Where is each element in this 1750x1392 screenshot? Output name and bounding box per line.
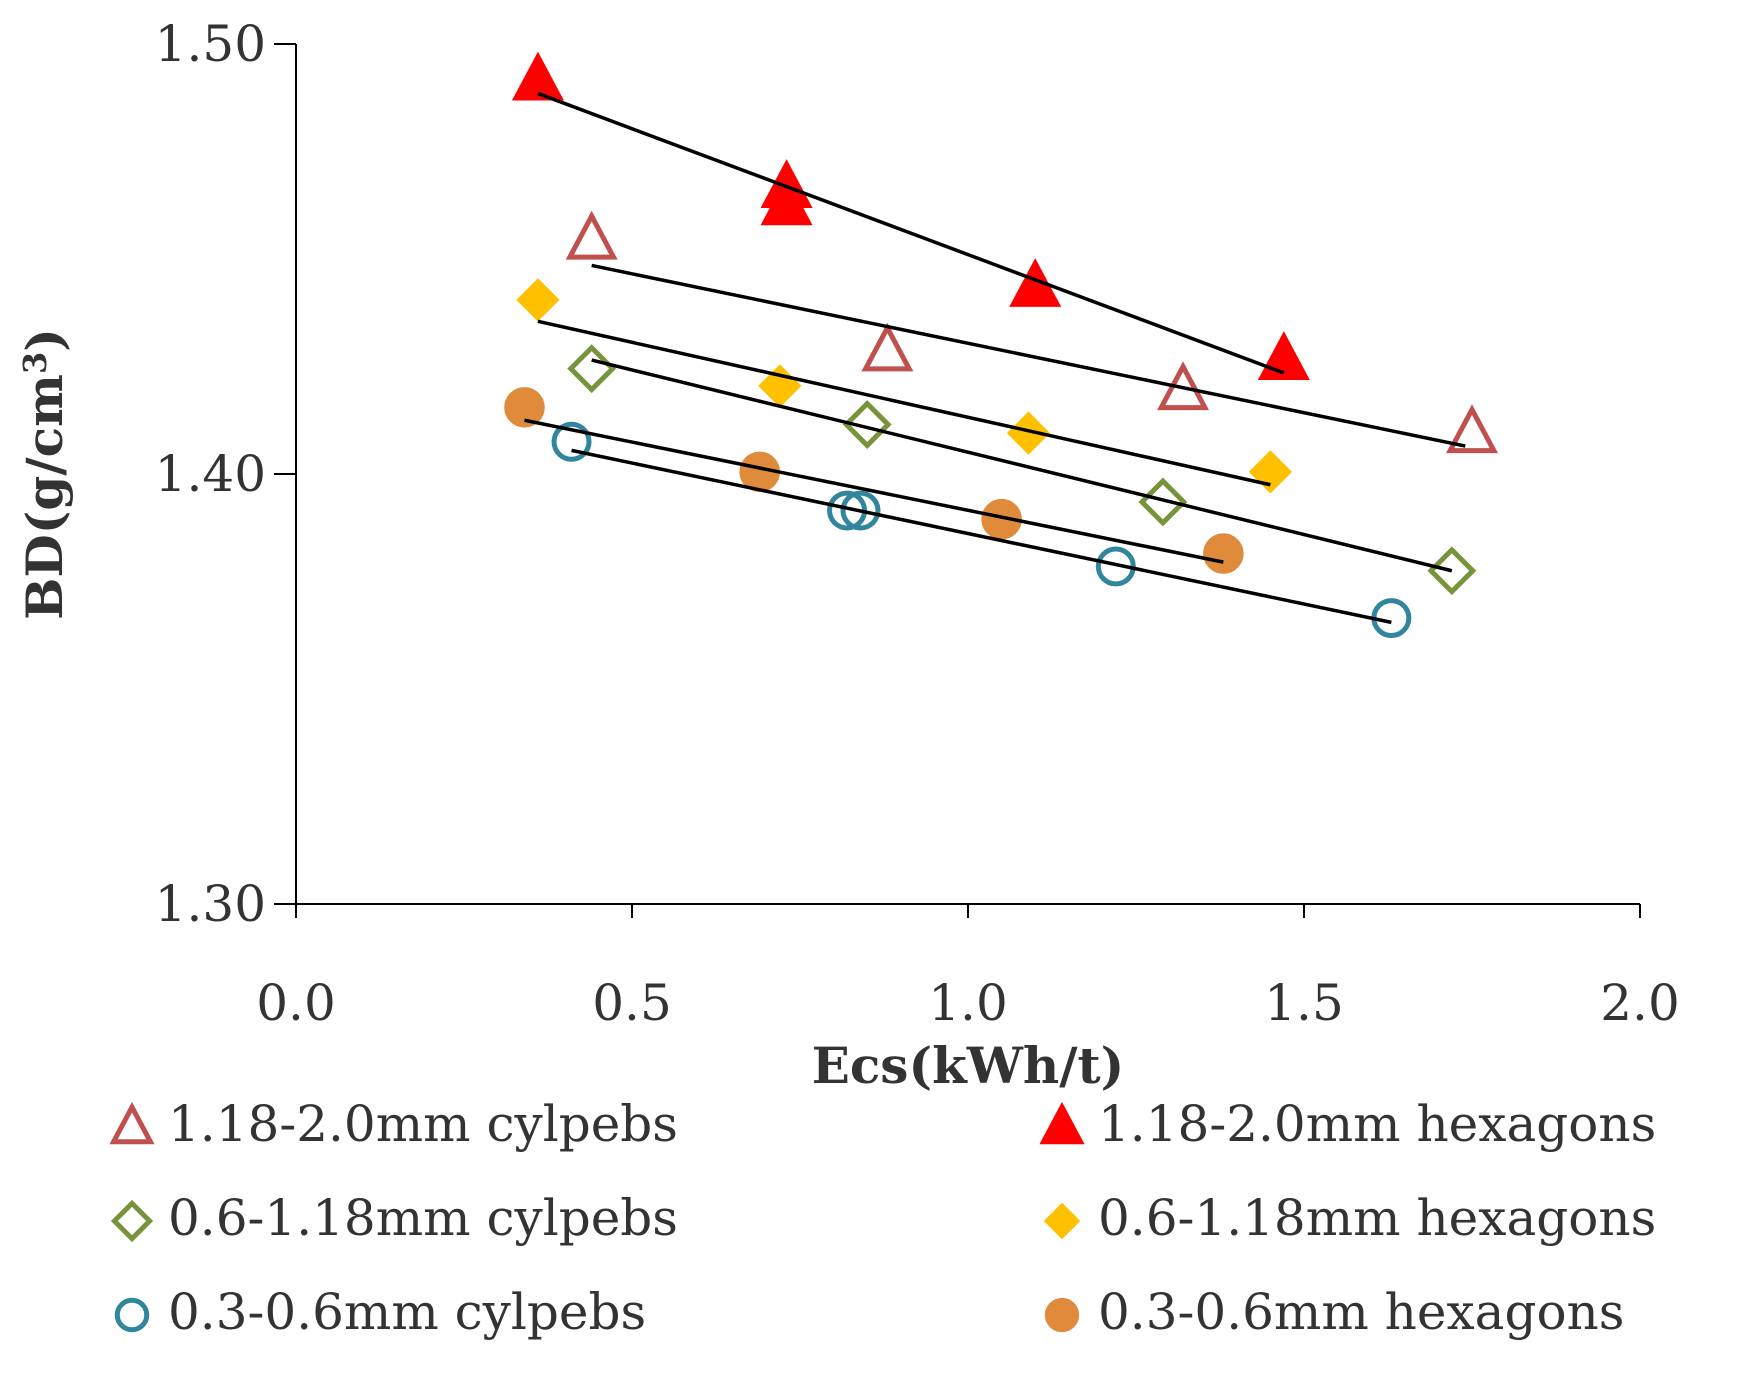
x-tick-label: 0.0 — [256, 974, 336, 1032]
x-tick-label: 1.5 — [1264, 974, 1344, 1032]
y-axis-title-close: ) — [15, 328, 74, 352]
legend-marker-triangle — [1039, 1101, 1085, 1145]
legend-label: 1.18-2.0mm cylpebs — [168, 1095, 678, 1153]
legend-label: 0.3-0.6mm cylpebs — [168, 1283, 646, 1341]
trendline — [591, 263, 1466, 448]
y-tick-label: 1.40 — [155, 445, 266, 503]
y-axis-title: BD(g/cm3) — [15, 328, 74, 620]
legend-marker-circle — [1044, 1297, 1080, 1333]
data-point-diamond — [842, 400, 892, 449]
legend-label: 0.6-1.18mm hexagons — [1098, 1189, 1656, 1247]
legend-label: 0.3-0.6mm hexagons — [1098, 1283, 1624, 1341]
legend-marker-triangle — [109, 1101, 155, 1145]
data-point-circle — [840, 490, 881, 531]
x-axis-title: Ecs(kWh/t) — [812, 1036, 1125, 1095]
x-tick-label: 0.5 — [592, 974, 672, 1032]
y-axis-ticks: 1.30 1.40 1.50 — [155, 15, 296, 933]
plot-area — [295, 44, 1641, 918]
data-point-circle — [551, 421, 592, 462]
trendline — [591, 358, 1453, 573]
trendline — [537, 91, 1285, 375]
data-point-circle — [1203, 533, 1244, 574]
legend-label: 0.6-1.18mm cylpebs — [168, 1189, 678, 1247]
y-tick-label: 1.30 — [155, 875, 266, 933]
trendline — [571, 448, 1392, 625]
data-point-diamond — [1248, 450, 1293, 494]
data-point-triangle — [565, 210, 618, 260]
data-point-triangle — [1445, 404, 1499, 454]
y-tick-label: 1.50 — [155, 15, 266, 73]
y-axis-title-superscript: 3 — [16, 352, 54, 374]
y-axis-title-main: BD(g/cm — [15, 374, 74, 620]
data-point-circle — [504, 387, 545, 428]
data-point-diamond — [516, 278, 560, 322]
data-point-diamond — [1427, 546, 1477, 596]
legend-marker-diamond — [1043, 1202, 1081, 1240]
x-tick-label: 1.0 — [928, 974, 1008, 1032]
legend-label: 1.18-2.0mm hexagons — [1098, 1095, 1656, 1153]
trendline — [524, 418, 1224, 564]
data-point-diamond — [567, 344, 617, 394]
data-point-triangle — [511, 51, 564, 101]
data-point-triangle — [861, 322, 914, 372]
legend: 1.18-2.0mm cylpebs 1.18-2.0mm hexagons 0.6… — [109, 1095, 1656, 1341]
legend-marker-circle — [114, 1297, 150, 1333]
x-axis-ticks: 0.0 0.5 1.0 1.5 2.0 — [256, 904, 1680, 1032]
legend-marker-diamond — [110, 1199, 154, 1243]
trendline — [537, 319, 1271, 487]
x-tick-label: 2.0 — [1600, 974, 1680, 1032]
trendlines — [524, 91, 1466, 625]
data-point-triangle — [760, 176, 813, 226]
